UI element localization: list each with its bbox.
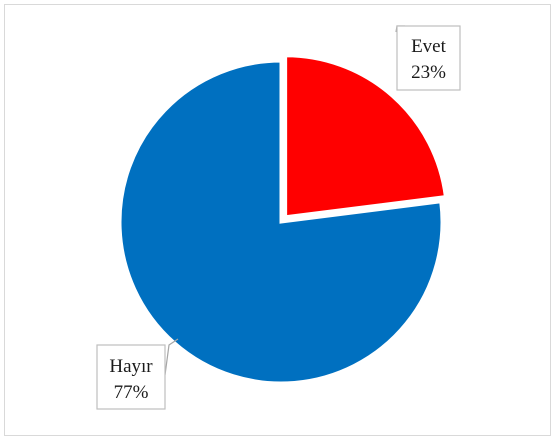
pie-slices — [118, 54, 448, 385]
leader-line-hayir — [164, 338, 179, 376]
label-hayir-name: Hayır — [109, 356, 153, 377]
label-box-evet — [396, 25, 461, 91]
label-evet: Evet 23% — [395, 25, 461, 91]
label-evet-value: 23% — [411, 62, 446, 83]
label-box-hayir — [96, 344, 166, 410]
pie-slice-evet — [284, 54, 448, 219]
label-evet-name: Evet — [411, 36, 447, 57]
label-hayir-value: 77% — [114, 382, 149, 403]
label-hayir: Hayır 77% — [96, 338, 179, 410]
pie-slice-hayir — [118, 59, 444, 385]
